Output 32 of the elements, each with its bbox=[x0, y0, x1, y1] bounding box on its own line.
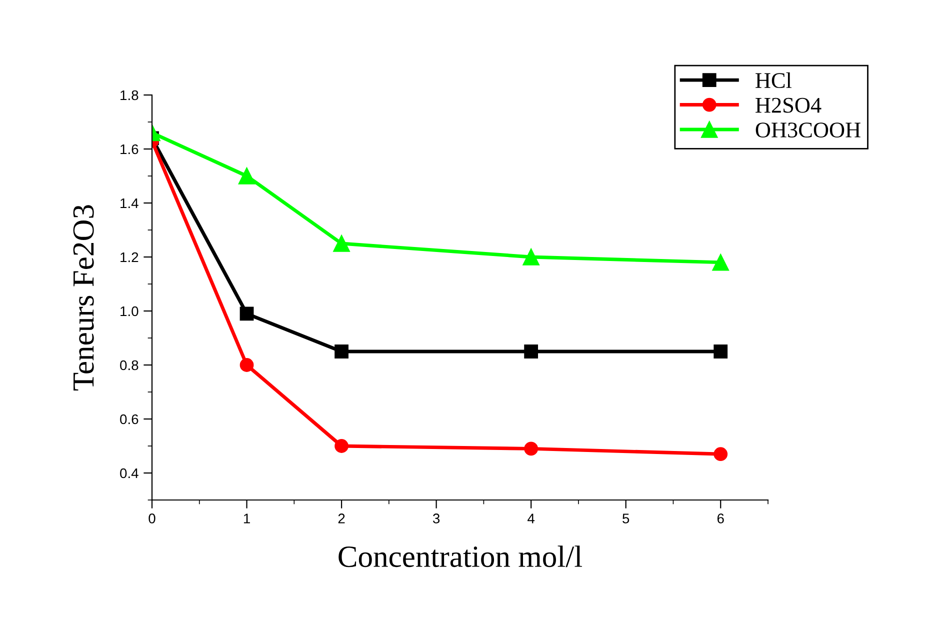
x-tick-label: 3 bbox=[432, 514, 440, 524]
x-tick-label: 2 bbox=[338, 514, 345, 524]
x-tick-label: 4 bbox=[528, 514, 535, 524]
legend-label: H2SO4 bbox=[756, 98, 822, 113]
point bbox=[333, 235, 350, 252]
y-tick-label: 1.4 bbox=[120, 198, 138, 208]
y-tick-label: 1.8 bbox=[120, 90, 138, 100]
point bbox=[240, 306, 254, 321]
point bbox=[524, 344, 538, 358]
point bbox=[334, 344, 348, 358]
legend-label: HCl bbox=[756, 72, 792, 88]
x-axis-title: Concentration mol/l bbox=[338, 546, 582, 568]
point bbox=[524, 442, 538, 456]
x-tick-label: 0 bbox=[148, 514, 156, 524]
x-tick-label: 6 bbox=[717, 514, 724, 524]
y-tick-label: 0.4 bbox=[120, 468, 138, 478]
y-tick-label: 0.8 bbox=[120, 360, 138, 370]
x-tick-label: 1 bbox=[244, 514, 250, 524]
y-tick-label: 1.6 bbox=[120, 144, 138, 154]
legend-label: OH3COOH bbox=[756, 122, 860, 138]
point bbox=[334, 439, 348, 453]
point bbox=[238, 168, 256, 184]
point bbox=[714, 447, 728, 462]
y-axis-title: Teneurs Fe2O3 bbox=[73, 205, 94, 390]
point bbox=[522, 248, 540, 266]
point bbox=[240, 358, 254, 372]
point bbox=[712, 254, 729, 271]
y-tick-label: 0.6 bbox=[120, 414, 138, 424]
x-tick-label: 5 bbox=[622, 514, 630, 524]
point bbox=[714, 344, 728, 358]
y-tick-label: 1.0 bbox=[120, 306, 138, 316]
y-tick-label: 1.2 bbox=[120, 252, 138, 262]
